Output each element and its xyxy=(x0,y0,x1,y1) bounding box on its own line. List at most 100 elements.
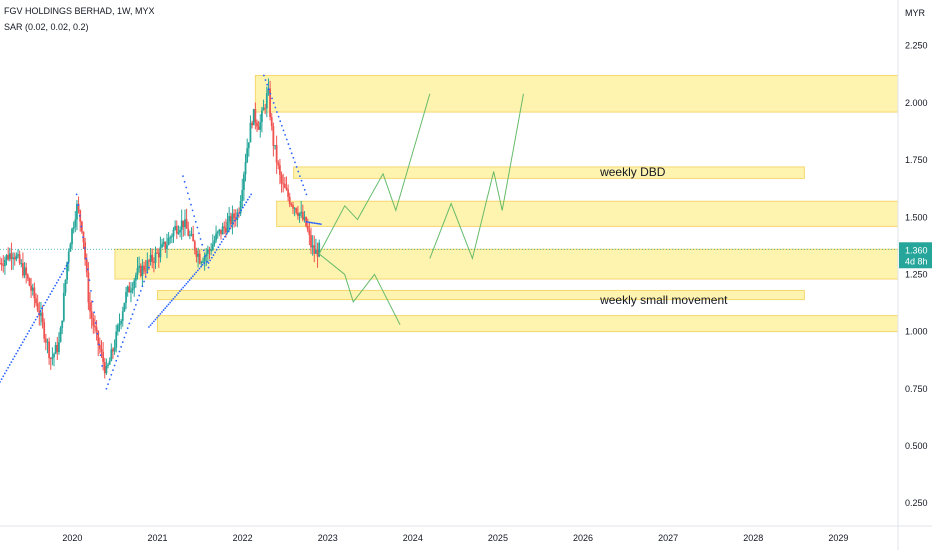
annotation-layer: weekly DBD weekly small movement xyxy=(599,165,728,307)
candle-body xyxy=(5,254,8,260)
sar-dot xyxy=(110,373,113,376)
candle-body xyxy=(17,254,19,256)
candle-body xyxy=(149,254,152,262)
candle-body xyxy=(76,203,78,220)
candle-body xyxy=(64,279,67,293)
sar-dot xyxy=(287,143,290,145)
candle-body xyxy=(315,249,317,254)
y-tick-label: 2.000 xyxy=(905,98,928,108)
sar-dot xyxy=(60,273,63,276)
sar-dot xyxy=(10,361,13,364)
sar-dot xyxy=(13,355,16,358)
candle-body xyxy=(7,254,10,260)
candle-body xyxy=(20,263,23,265)
sar-dot xyxy=(78,214,81,217)
candle-body xyxy=(61,320,64,328)
sar-dot xyxy=(62,270,65,273)
sar-dot xyxy=(266,83,269,86)
candle-body xyxy=(41,312,44,323)
sar-dot xyxy=(246,198,249,201)
sar-dot xyxy=(219,243,221,246)
sar-dot xyxy=(250,193,252,196)
sar-dot xyxy=(20,344,22,347)
sar-dot xyxy=(80,225,83,228)
candle-body xyxy=(144,270,147,272)
sar-dot xyxy=(194,220,197,223)
candle-body xyxy=(167,238,170,245)
projection-line xyxy=(429,93,524,261)
candle-body xyxy=(98,345,101,350)
candle-body xyxy=(56,344,59,353)
currency-label: MYR xyxy=(905,8,926,18)
sar-dot xyxy=(279,120,282,123)
candle-body xyxy=(26,274,29,279)
sar-dot xyxy=(170,299,173,302)
x-tick-label: 2025 xyxy=(488,533,508,543)
candle-body xyxy=(90,311,93,319)
sar-dot xyxy=(86,268,89,271)
candle-body xyxy=(203,255,206,262)
candle-body xyxy=(175,225,178,234)
annotation-label: weekly DBD xyxy=(599,165,666,179)
candle-body xyxy=(4,259,6,266)
sar-dot xyxy=(148,266,150,269)
candle-body xyxy=(200,262,203,264)
sar-dot xyxy=(282,129,285,132)
candle-body xyxy=(221,226,224,235)
candle-body xyxy=(131,288,134,291)
sar-dot xyxy=(90,289,92,292)
candle-body xyxy=(97,331,100,346)
sar-dot xyxy=(25,335,27,338)
candle-body xyxy=(185,219,188,229)
candle-body xyxy=(193,241,196,251)
sar-dot xyxy=(85,257,88,260)
candle-body xyxy=(313,245,316,254)
candle-body xyxy=(241,189,244,202)
sar-dot xyxy=(36,315,39,318)
candle-body xyxy=(72,227,75,229)
sar-dot xyxy=(238,211,241,214)
projection-line xyxy=(318,253,401,325)
sar-dot xyxy=(183,180,186,183)
sar-dot xyxy=(149,324,152,327)
sar-dot xyxy=(77,204,80,207)
candle-body xyxy=(298,213,301,216)
candle-body xyxy=(84,242,87,260)
sar-dot xyxy=(172,297,175,300)
sar-dot xyxy=(245,201,248,204)
sar-dot xyxy=(67,262,69,264)
sar-dot xyxy=(298,175,301,177)
candle-body xyxy=(205,253,208,256)
sar-dot xyxy=(195,271,198,274)
candle-body xyxy=(184,219,186,228)
sar-dot xyxy=(207,266,210,269)
sar-dot xyxy=(240,209,243,212)
candle-body xyxy=(220,229,222,235)
candle-body xyxy=(290,204,293,206)
candle-body xyxy=(310,235,312,248)
sar-dot xyxy=(54,284,57,287)
candle-body xyxy=(121,311,124,321)
sar-dot xyxy=(196,226,199,229)
candle-body xyxy=(58,342,60,353)
sar-dot xyxy=(88,279,91,282)
sar-dot xyxy=(46,298,48,301)
sar-dot xyxy=(295,166,298,168)
sar-dot xyxy=(305,220,308,223)
sar-dot xyxy=(220,240,223,243)
sar-dot xyxy=(319,223,322,226)
candle-body xyxy=(46,341,49,343)
candle-body xyxy=(192,233,195,242)
sar-dot xyxy=(237,214,239,217)
candle-body xyxy=(226,221,229,233)
sar-dot xyxy=(242,206,244,209)
sar-dot xyxy=(49,293,52,296)
sar-dot xyxy=(315,222,317,225)
sar-dot xyxy=(5,369,8,372)
candle-body xyxy=(174,225,177,230)
candle-body xyxy=(30,285,33,291)
candle-body xyxy=(139,265,142,277)
candle-body xyxy=(112,349,114,352)
sar-dot xyxy=(191,275,194,278)
